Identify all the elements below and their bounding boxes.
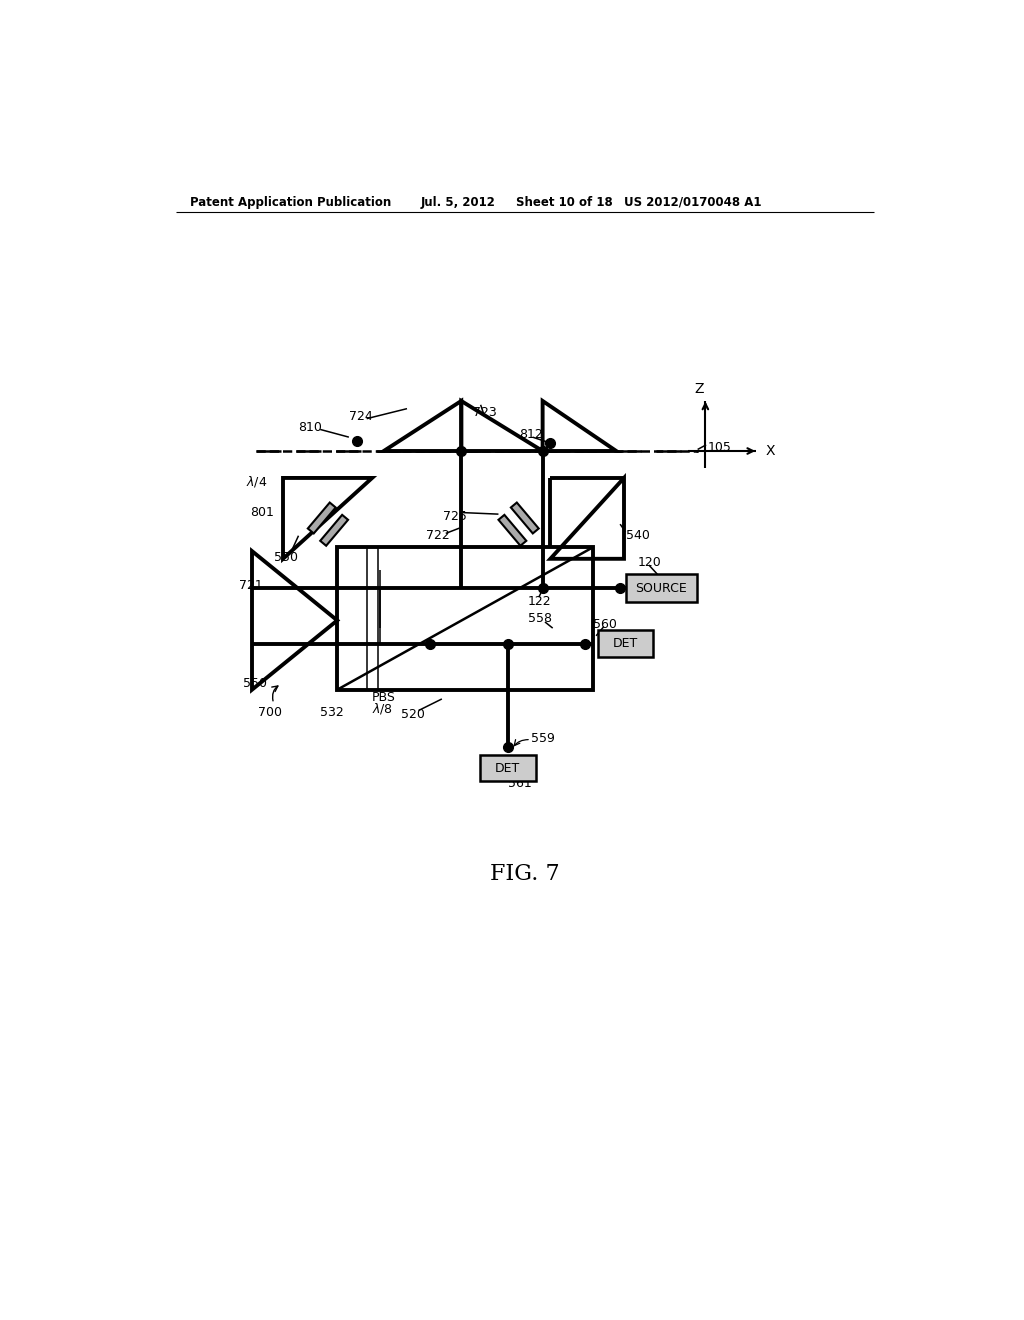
Bar bbox=[321, 515, 348, 545]
Text: SOURCE: SOURCE bbox=[635, 582, 687, 594]
Text: 540: 540 bbox=[627, 529, 650, 543]
Bar bbox=[308, 503, 336, 533]
Text: 722: 722 bbox=[426, 529, 451, 543]
Text: 721: 721 bbox=[239, 579, 262, 593]
Text: 723: 723 bbox=[473, 407, 497, 418]
Text: 550: 550 bbox=[243, 677, 266, 690]
Text: 105: 105 bbox=[708, 441, 731, 454]
Text: 550: 550 bbox=[273, 550, 298, 564]
Text: 801: 801 bbox=[251, 506, 274, 519]
Text: 724: 724 bbox=[349, 409, 373, 422]
Text: 810: 810 bbox=[299, 421, 323, 434]
Bar bbox=[499, 515, 526, 545]
Text: DET: DET bbox=[496, 762, 520, 775]
Text: $\lambda$/8: $\lambda$/8 bbox=[372, 701, 393, 717]
Bar bbox=[598, 631, 653, 656]
Text: Z: Z bbox=[694, 383, 703, 396]
Text: 812: 812 bbox=[519, 428, 543, 441]
Text: 725: 725 bbox=[443, 510, 467, 523]
Text: 122: 122 bbox=[528, 594, 552, 607]
Text: 700: 700 bbox=[258, 706, 283, 719]
Text: FIG. 7: FIG. 7 bbox=[490, 863, 559, 886]
Text: Jul. 5, 2012: Jul. 5, 2012 bbox=[421, 195, 496, 209]
Text: 559: 559 bbox=[531, 731, 555, 744]
Text: 520: 520 bbox=[400, 708, 425, 721]
Bar bbox=[480, 755, 536, 781]
Bar bbox=[337, 548, 593, 689]
Text: 120: 120 bbox=[638, 556, 662, 569]
Bar bbox=[511, 503, 539, 533]
Text: DET: DET bbox=[613, 638, 638, 649]
Bar bbox=[626, 574, 697, 602]
Text: Patent Application Publication: Patent Application Publication bbox=[190, 195, 391, 209]
Text: Sheet 10 of 18: Sheet 10 of 18 bbox=[515, 195, 612, 209]
Text: 561: 561 bbox=[508, 777, 531, 791]
Text: 532: 532 bbox=[321, 706, 344, 719]
Text: 558: 558 bbox=[528, 611, 552, 624]
Text: PBS: PBS bbox=[372, 690, 396, 704]
Text: $\lambda$/4: $\lambda$/4 bbox=[246, 474, 267, 490]
Text: US 2012/0170048 A1: US 2012/0170048 A1 bbox=[624, 195, 762, 209]
Text: 560: 560 bbox=[593, 618, 616, 631]
Text: X: X bbox=[766, 444, 775, 458]
